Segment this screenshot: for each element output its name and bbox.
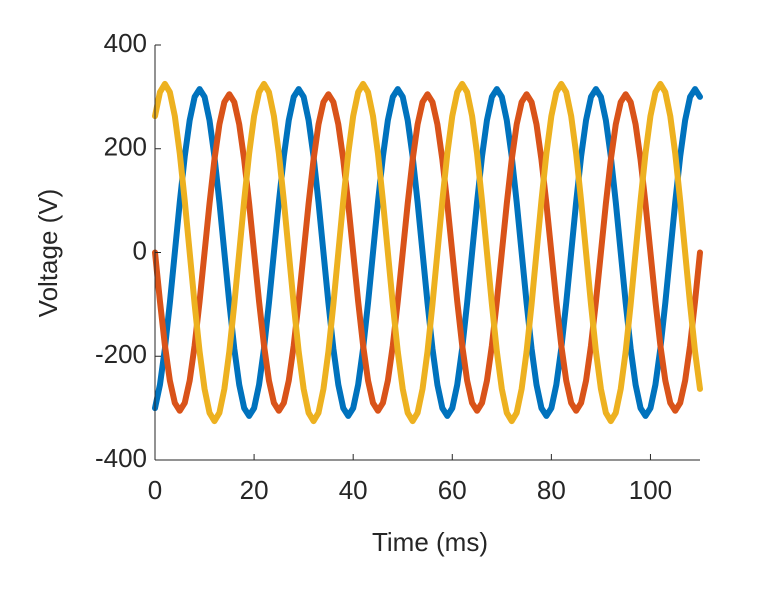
y-tick-label: 400 [104,28,147,58]
x-tick-label: 80 [537,475,566,505]
y-axis-label: Voltage (V) [33,189,63,318]
y-tick-label: -400 [95,443,147,473]
series-line [152,80,703,425]
y-tick-label: -200 [95,339,147,369]
x-tick-label: 40 [339,475,368,505]
y-tick-label: 0 [133,235,147,265]
y-tick-label: 200 [104,132,147,162]
series-line [152,86,703,419]
x-tick-label: 0 [148,475,162,505]
x-tick-label: 100 [629,475,672,505]
x-tick-label: 20 [240,475,269,505]
x-axis-label: Time (ms) [372,527,488,557]
x-tick-label: 60 [438,475,467,505]
